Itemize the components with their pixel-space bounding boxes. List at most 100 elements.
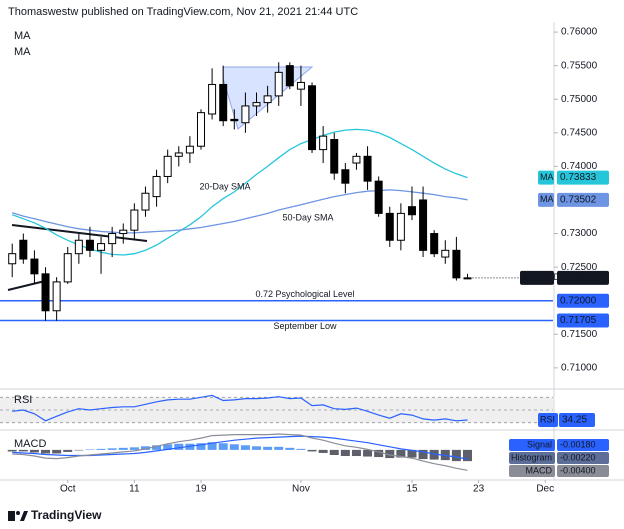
candle-body	[363, 155, 372, 182]
y-tick-label: 0.72500	[561, 262, 598, 273]
histogram-bar	[462, 449, 472, 462]
candle-body	[330, 139, 339, 174]
candle-body	[274, 71, 283, 97]
histogram-bar	[407, 449, 417, 458]
legend-entry: MA	[14, 30, 31, 42]
rsi-badge-bg	[538, 412, 558, 427]
moving-average	[12, 189, 468, 234]
histogram-bar	[7, 449, 17, 452]
histogram-bar	[63, 449, 73, 452]
logo-part	[8, 511, 15, 521]
histogram-bar	[374, 449, 384, 458]
candle-body	[119, 229, 128, 235]
histogram-bar	[18, 449, 28, 452]
histogram-bar	[274, 446, 284, 450]
publish-line: Thomaswestw published on TradingView.com…	[8, 6, 358, 18]
histogram-bar	[429, 449, 439, 460]
candle-body	[263, 95, 272, 104]
y-tick-label: 0.71500	[561, 329, 598, 340]
level-text: September Low	[273, 321, 337, 331]
macd-value-bg	[557, 452, 609, 464]
candle-body	[85, 239, 94, 251]
ma-badge: MA	[540, 172, 554, 182]
macd-badge: Signal	[527, 439, 552, 449]
candle-body	[463, 277, 472, 280]
histogram-bar	[41, 449, 51, 454]
macd-badge-bg	[509, 465, 555, 477]
last-price-label-bg	[557, 270, 609, 285]
logo-part	[16, 511, 20, 515]
candle-body	[252, 102, 261, 107]
brand-logo	[8, 511, 28, 521]
candle-body	[8, 253, 17, 265]
histogram-bar	[152, 445, 162, 450]
histogram-bar	[74, 449, 84, 451]
series-annotation: 20-Day SMA	[199, 181, 250, 191]
level-label: 0.71705	[560, 315, 597, 326]
histogram-bar	[96, 448, 106, 450]
y-tick-label: 0.76000	[561, 27, 598, 38]
candle-body	[163, 155, 172, 177]
histogram-bar	[107, 448, 117, 450]
x-tick-label: 19	[195, 484, 207, 495]
last-price-label: 0.72340	[560, 273, 597, 284]
macd-value: -0.00180	[560, 439, 596, 449]
candle-body	[441, 249, 450, 258]
x-tick-label: Nov	[292, 484, 310, 495]
candle-body	[219, 83, 228, 122]
candle-body	[241, 105, 250, 124]
candle-body	[452, 249, 461, 279]
histogram-bar	[340, 449, 350, 457]
pane-title: MACD	[14, 438, 46, 450]
candle-body	[308, 85, 317, 151]
candle-body	[141, 192, 150, 211]
macd-value: -0.00220	[560, 452, 596, 462]
level-label-bg	[557, 293, 609, 308]
histogram-bar	[263, 446, 273, 450]
rsi-badge: RSI	[540, 414, 555, 424]
candle-body	[30, 258, 39, 275]
histogram-bar	[129, 447, 139, 450]
histogram-bar	[252, 446, 262, 450]
y-tick-label: 0.73000	[561, 228, 598, 239]
macd-badge: Histogram	[511, 452, 552, 462]
candle-body	[419, 199, 428, 251]
legend-entry: MA	[14, 46, 31, 58]
x-tick-label: 15	[406, 484, 418, 495]
symbol-badge-bg	[520, 270, 554, 285]
ma-value: 0.73502	[560, 194, 597, 205]
y-tick-label: 0.75000	[561, 94, 598, 105]
series-annotation: 50-Day SMA	[282, 212, 333, 222]
trend-line	[7, 280, 46, 291]
candle-body	[230, 118, 239, 122]
candle-body	[19, 239, 28, 260]
candle-body	[130, 209, 139, 231]
histogram-bar	[207, 442, 217, 450]
histogram-bar	[174, 443, 184, 450]
macd-badge: MACD	[526, 465, 553, 475]
macd-line	[12, 433, 468, 471]
logo-part	[20, 511, 28, 521]
histogram-bar	[307, 449, 317, 452]
ma-badge: MA	[540, 194, 554, 204]
macd-value-bg	[557, 439, 609, 451]
macd-badge-bg	[509, 452, 555, 464]
histogram-bar	[329, 449, 339, 455]
level-label: 0.72000	[560, 295, 597, 306]
candle-body	[208, 83, 217, 115]
x-tick-label: 11	[129, 484, 140, 495]
histogram-bar	[385, 449, 395, 459]
candle-body	[174, 152, 183, 157]
candle-body	[352, 155, 361, 164]
histogram-bar	[229, 444, 239, 450]
y-tick-label: 0.74500	[561, 127, 598, 138]
candle-body	[396, 212, 405, 241]
candle-body	[196, 112, 205, 147]
histogram-bar	[285, 447, 295, 450]
candle-body	[97, 243, 106, 251]
candle-body	[319, 135, 328, 151]
histogram-bar	[296, 448, 306, 450]
ma-value: 0.73833	[560, 172, 597, 183]
